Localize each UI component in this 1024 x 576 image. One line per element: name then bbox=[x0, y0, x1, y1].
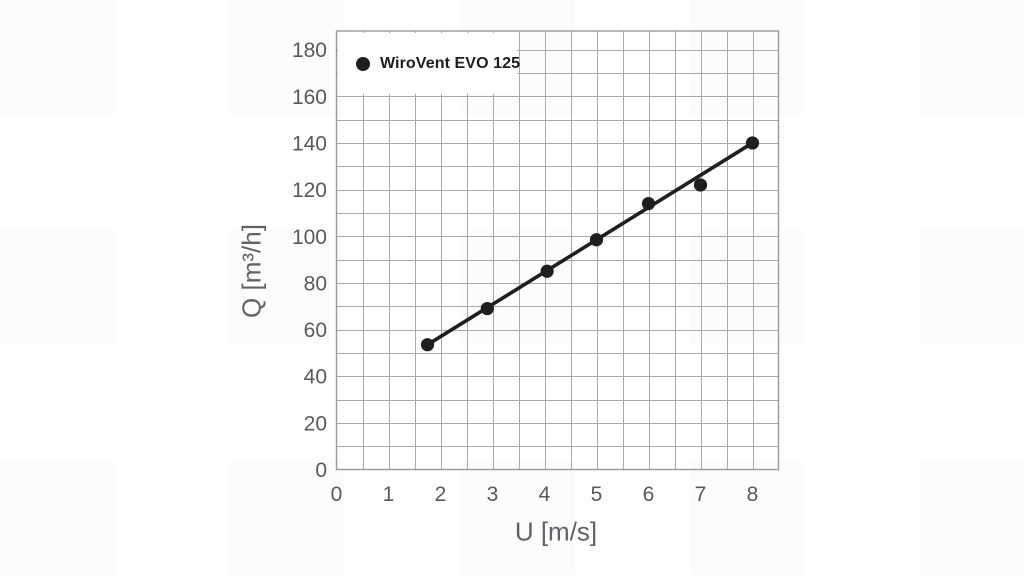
data-point bbox=[589, 233, 604, 247]
y-tick-label: 80 bbox=[304, 272, 327, 295]
legend-marker-icon bbox=[356, 56, 370, 71]
x-tick-label: 1 bbox=[383, 483, 395, 506]
x-tick-label: 5 bbox=[591, 483, 603, 506]
y-tick-label: 140 bbox=[292, 132, 327, 155]
data-point bbox=[641, 197, 656, 211]
data-point bbox=[420, 338, 435, 352]
data-point bbox=[693, 178, 708, 192]
x-tick-label: 8 bbox=[747, 483, 759, 506]
y-axis-title: Q [m³/h] bbox=[236, 224, 267, 318]
legend-label: WiroVent EVO 125 bbox=[380, 54, 521, 72]
y-tick-label: 120 bbox=[292, 179, 327, 202]
x-tick-label: 0 bbox=[331, 483, 343, 506]
plot-frame bbox=[335, 30, 780, 471]
y-tick-label: 180 bbox=[292, 39, 327, 62]
trend-line bbox=[425, 141, 755, 347]
x-tick-label: 4 bbox=[539, 483, 551, 506]
y-tick-label: 100 bbox=[292, 226, 327, 249]
y-tick-label: 160 bbox=[292, 86, 327, 109]
x-tick-label: 2 bbox=[435, 483, 447, 506]
x-tick-label: 6 bbox=[643, 483, 655, 506]
x-axis-title: U [m/s] bbox=[514, 516, 598, 547]
legend: WiroVent EVO 125 bbox=[338, 33, 521, 94]
data-point bbox=[745, 136, 760, 150]
y-tick-label: 60 bbox=[304, 319, 327, 342]
data-point bbox=[540, 264, 554, 278]
y-tick-label: 20 bbox=[304, 412, 327, 435]
y-tick-label: 0 bbox=[315, 459, 327, 482]
x-tick-label: 7 bbox=[695, 483, 707, 506]
data-point bbox=[480, 301, 494, 316]
y-tick-label: 40 bbox=[304, 366, 327, 389]
x-tick-label: 3 bbox=[487, 483, 499, 506]
